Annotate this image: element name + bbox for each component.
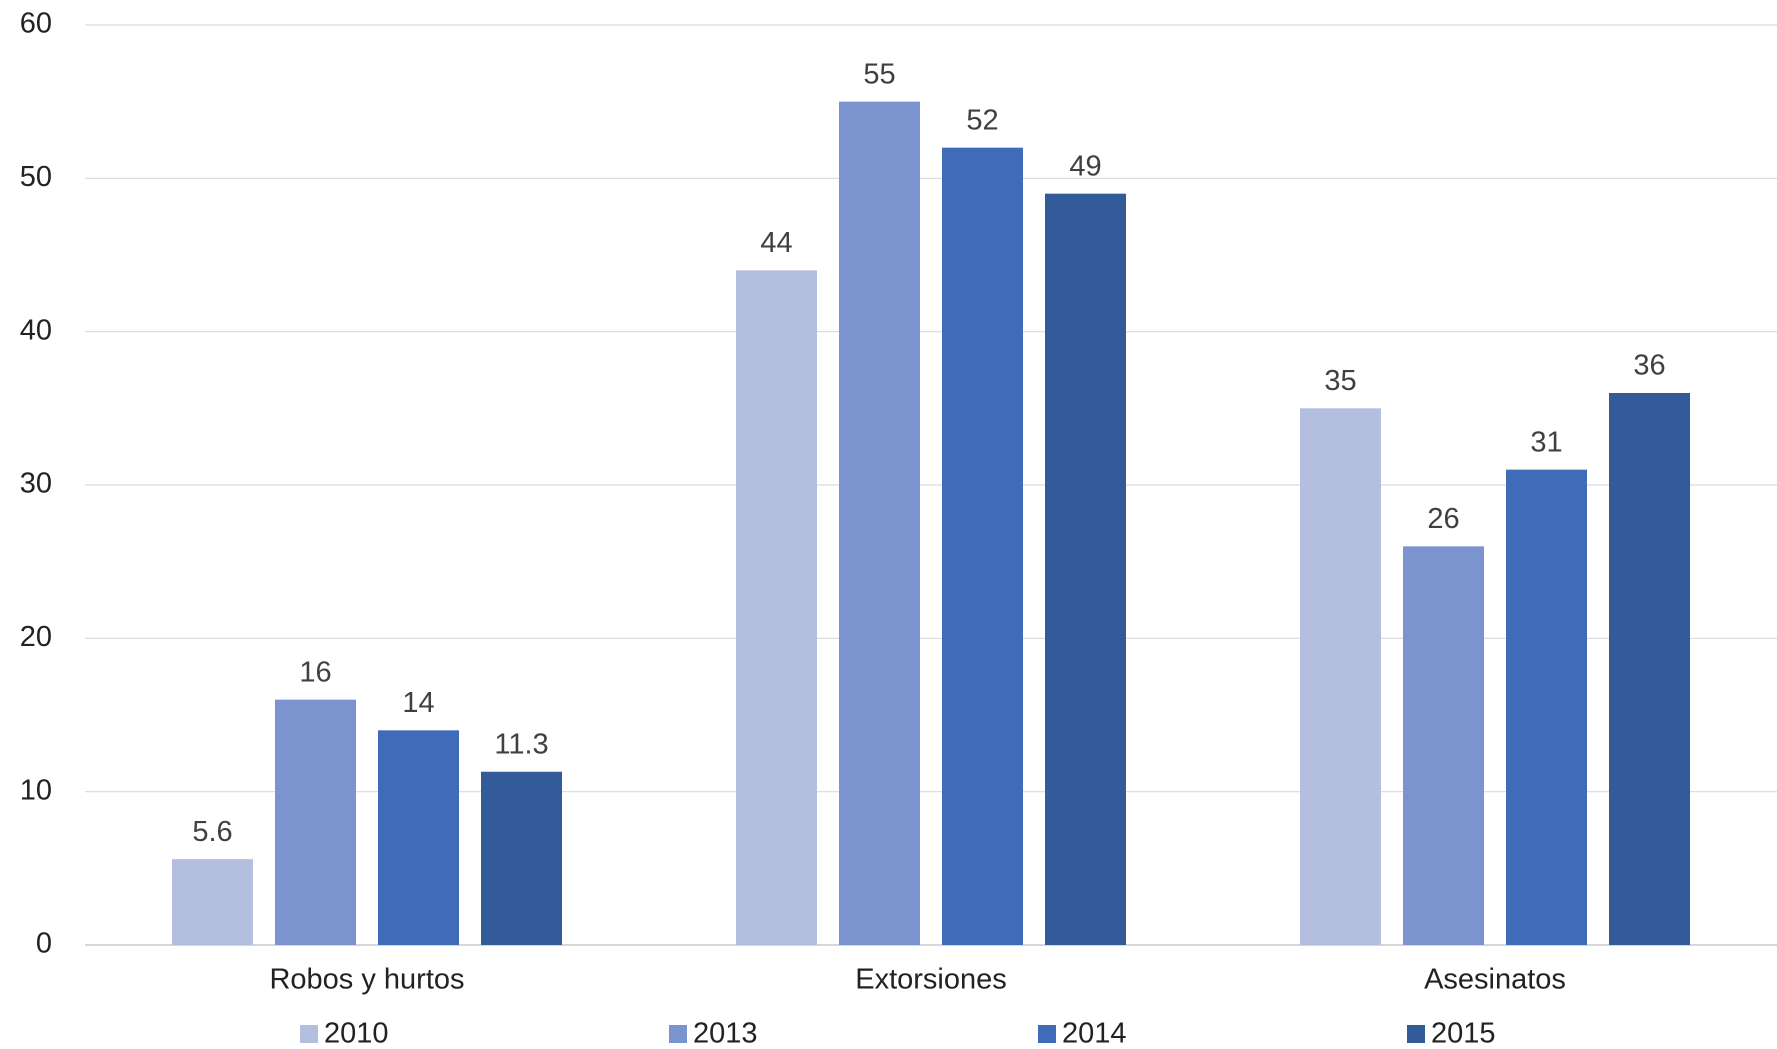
bar (275, 699, 356, 945)
x-tick-label: Asesinatos (1424, 964, 1566, 996)
bar (378, 730, 459, 945)
data-label: 14 (402, 687, 434, 719)
legend-label: 2015 (1431, 1018, 1496, 1049)
data-label: 5.6 (192, 816, 232, 848)
legend-label: 2014 (1062, 1018, 1127, 1049)
bar (1609, 393, 1690, 945)
legend-swatch (1407, 1025, 1425, 1043)
legend-swatch (1038, 1025, 1056, 1043)
data-label: 55 (863, 58, 895, 90)
data-label: 49 (1069, 150, 1101, 182)
data-label: 44 (760, 227, 792, 259)
x-tick-label: Robos y hurtos (269, 964, 464, 996)
y-tick-label: 40 (20, 314, 52, 346)
y-tick-label: 60 (20, 8, 52, 40)
data-label: 35 (1324, 365, 1356, 397)
legend-swatch (300, 1025, 318, 1043)
data-label: 31 (1530, 426, 1562, 458)
data-label: 52 (966, 104, 998, 136)
y-tick-label: 30 (20, 468, 52, 500)
y-tick-label: 0 (36, 928, 52, 960)
data-label: 11.3 (494, 728, 548, 760)
y-tick-label: 10 (20, 774, 52, 806)
legend-label: 2010 (324, 1018, 389, 1049)
bar (839, 101, 920, 945)
bar (1506, 469, 1587, 945)
bar (1045, 193, 1126, 945)
data-label: 36 (1633, 350, 1665, 382)
bar (172, 859, 253, 945)
y-tick-label: 50 (20, 161, 52, 193)
legend-label: 2013 (693, 1018, 758, 1049)
bar (736, 270, 817, 945)
data-label: 26 (1427, 503, 1459, 535)
y-tick-label: 20 (20, 621, 52, 653)
legend-swatch (669, 1025, 687, 1043)
x-tick-label: Extorsiones (855, 964, 1007, 996)
bar (1300, 408, 1381, 945)
bar (1403, 546, 1484, 945)
bar (481, 771, 562, 945)
data-label: 16 (299, 656, 331, 688)
bar (942, 147, 1023, 945)
